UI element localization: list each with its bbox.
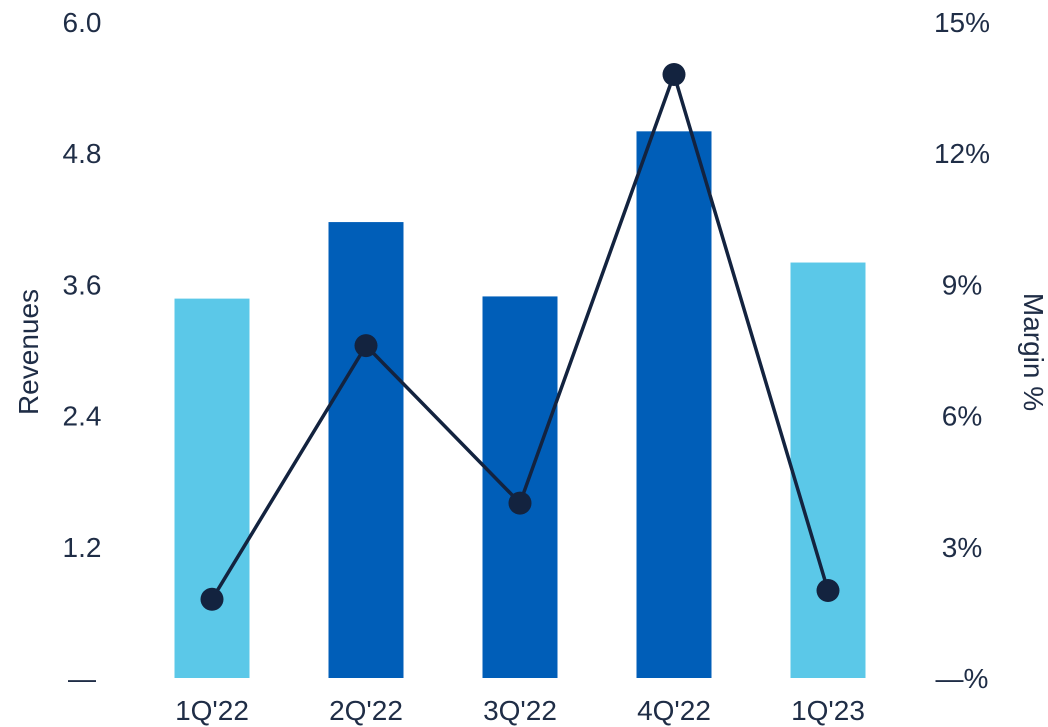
left-tick-label: 1.2 [63,532,102,563]
left-tick-label: 2.4 [63,401,102,432]
revenue-bar [636,131,712,679]
revenue-bar [790,262,866,678]
margin-point [354,334,378,358]
left-tick-label: — [68,663,96,694]
right-tick-label: 12% [934,138,990,169]
x-axis-ticks: 1Q'22 2Q'22 3Q'22 4Q'22 1Q'23 [175,695,865,726]
margin-point [508,491,532,515]
left-axis-ticks: — 1.2 2.4 3.6 4.8 6.0 [63,7,102,694]
right-tick-label: 6% [942,401,982,432]
x-tick-label: 2Q'22 [329,695,403,726]
revenue-bar [174,298,250,678]
right-tick-label: —% [936,663,989,694]
right-tick-label: 9% [942,269,982,300]
y-axis-title: Revenues [13,289,44,415]
x-tick-label: 1Q'22 [175,695,249,726]
margin-point [200,587,224,611]
right-tick-label: 3% [942,532,982,563]
right-axis-ticks: —% 3% 6% 9% 12% 15% [934,7,990,694]
y2-axis-title: Margin % [1018,293,1048,411]
left-tick-label: 3.6 [63,269,102,300]
x-tick-label: 3Q'22 [483,695,557,726]
margin-point [662,62,686,86]
x-tick-label: 1Q'23 [791,695,865,726]
margin-line-series [200,62,840,611]
x-tick-label: 4Q'22 [637,695,711,726]
left-tick-label: 6.0 [63,7,102,38]
left-tick-label: 4.8 [63,138,102,169]
right-tick-label: 15% [934,7,990,38]
revenue-bar [328,222,404,678]
revenue-bar [482,296,558,678]
margin-point [816,579,840,603]
revenue-bars [174,131,866,679]
